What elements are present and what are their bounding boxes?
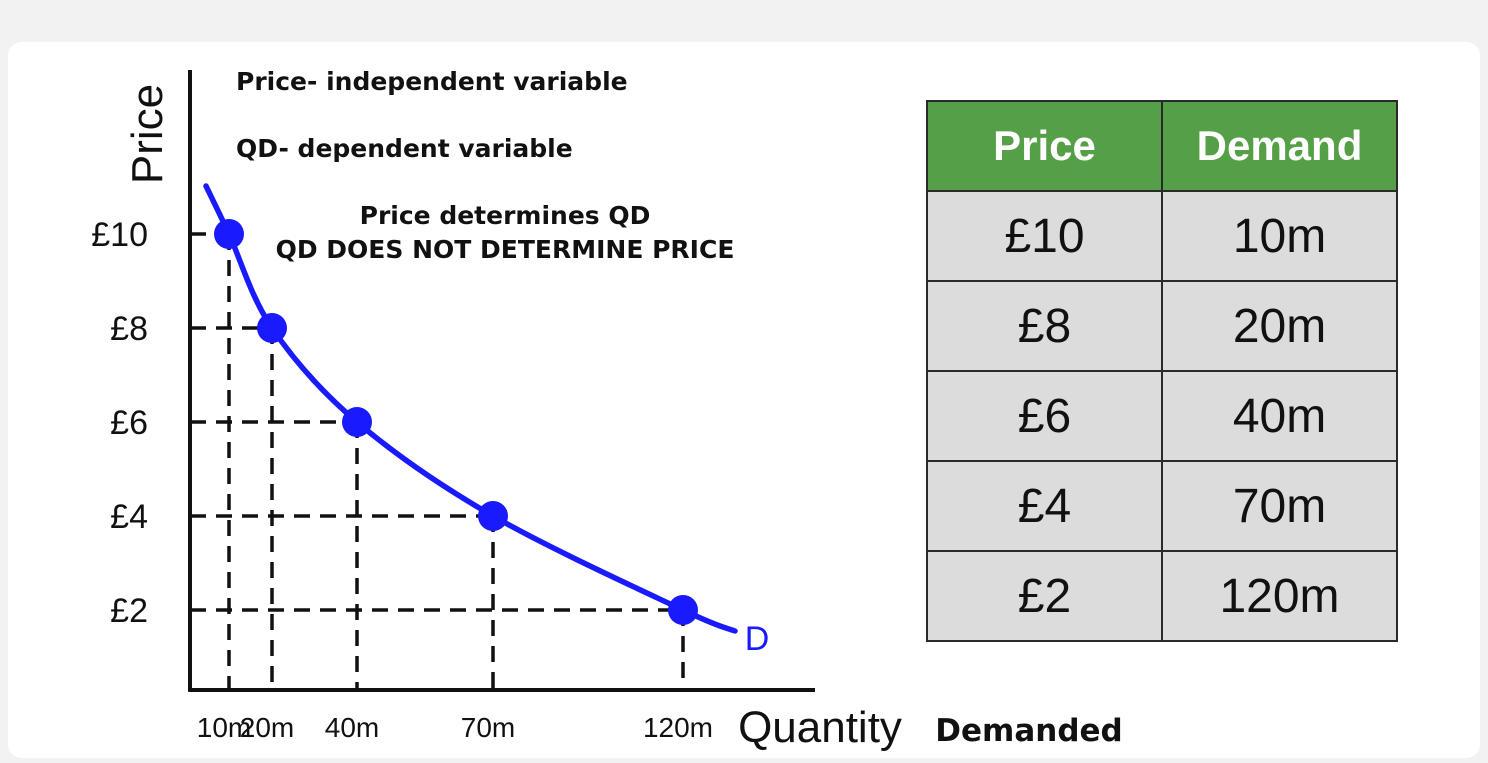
demand-curve xyxy=(203,183,738,634)
table-row: £4 70m xyxy=(926,460,1398,552)
y-tick-label: £10 xyxy=(91,216,148,254)
table-cell-price: £2 xyxy=(926,550,1163,642)
y-tick-label: £8 xyxy=(110,310,148,348)
header-demand: Demand xyxy=(1161,100,1398,192)
data-point xyxy=(478,501,508,531)
table-cell-demand: 10m xyxy=(1161,190,1398,282)
table-cell-demand: 40m xyxy=(1161,370,1398,462)
data-point xyxy=(342,407,372,437)
table-row: £6 40m xyxy=(926,370,1398,462)
header-price: Price xyxy=(926,100,1163,192)
data-point xyxy=(214,219,244,249)
x-tick-label: 120m xyxy=(643,712,713,743)
data-point xyxy=(257,313,287,343)
annotation-independent: Price- independent variable xyxy=(236,67,628,96)
table-cell-demand: 120m xyxy=(1161,550,1398,642)
x-axis-label-suffix: Demanded xyxy=(935,713,1122,749)
table-cell-demand: 20m xyxy=(1161,280,1398,372)
x-tick-label: 20m xyxy=(240,712,294,743)
annotation-determines-line1: Price determines QD xyxy=(359,201,651,230)
x-tick-label: 70m xyxy=(461,712,515,743)
table-row: £8 20m xyxy=(926,280,1398,372)
y-tick-label: £4 xyxy=(110,498,148,536)
annotation-determines-line2: QD DOES NOT DETERMINE PRICE xyxy=(275,235,735,264)
annotation-determines: Price determines QD QD DOES NOT DETERMIN… xyxy=(255,199,755,267)
x-tick-label: 10m xyxy=(197,712,251,743)
table-cell-price: £6 xyxy=(926,370,1163,462)
table-cell-price: £4 xyxy=(926,460,1163,552)
table-cell-demand: 70m xyxy=(1161,460,1398,552)
tick-labels: £10 10m £8 20m £6 40m £4 70m £2 120m xyxy=(91,216,713,743)
table-cell-price: £8 xyxy=(926,280,1163,372)
y-axis-label: Price xyxy=(123,84,172,184)
table-cell-price: £10 xyxy=(926,190,1163,282)
guide-lines xyxy=(190,232,685,690)
data-point xyxy=(668,595,698,625)
table-row: £10 10m xyxy=(926,190,1398,282)
data-points xyxy=(214,219,698,625)
demand-curve-group xyxy=(203,183,738,634)
chart-axes xyxy=(188,70,815,692)
annotation-dependent: QD- dependent variable xyxy=(236,134,573,163)
y-tick-label: £6 xyxy=(110,404,148,442)
table-header-row: Price Demand xyxy=(926,100,1398,192)
table-row: £2 120m xyxy=(926,550,1398,642)
x-axis-label: Quantity xyxy=(738,703,902,752)
price-demand-table: Price Demand £10 10m £8 20m £6 40m £4 70… xyxy=(926,100,1398,642)
curve-label: D xyxy=(745,620,770,658)
x-tick-label: 40m xyxy=(325,712,379,743)
y-tick-label: £2 xyxy=(110,592,148,630)
